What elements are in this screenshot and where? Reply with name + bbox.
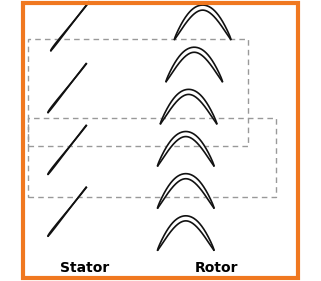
Polygon shape <box>160 89 217 124</box>
Polygon shape <box>158 132 214 166</box>
Polygon shape <box>166 47 222 81</box>
Polygon shape <box>51 2 89 51</box>
Polygon shape <box>158 216 214 250</box>
Polygon shape <box>48 187 86 236</box>
Text: Rotor: Rotor <box>195 261 239 275</box>
Polygon shape <box>48 64 86 112</box>
Bar <box>29 118 276 197</box>
Bar <box>29 39 247 146</box>
Polygon shape <box>158 174 214 208</box>
Polygon shape <box>48 125 86 174</box>
Text: Stator: Stator <box>60 261 109 275</box>
Polygon shape <box>175 5 231 39</box>
